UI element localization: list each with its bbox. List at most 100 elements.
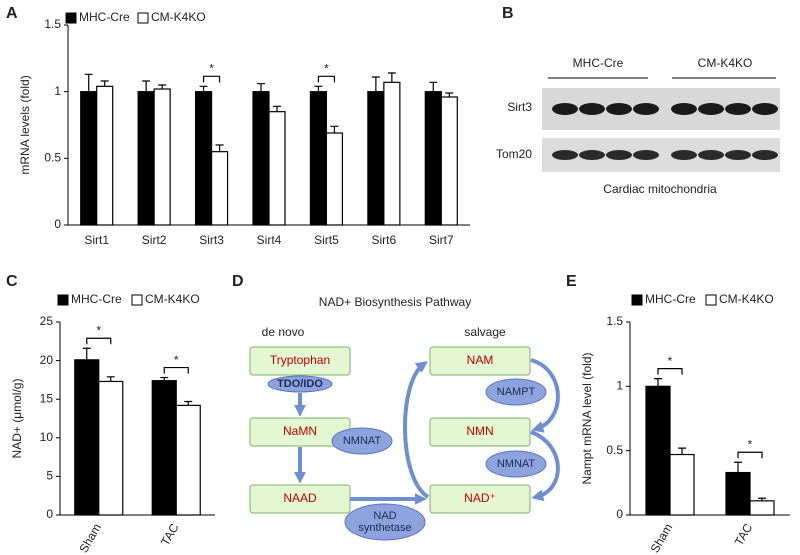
error-bar — [82, 347, 91, 360]
node-label: NMN — [466, 424, 493, 438]
bar — [309, 91, 328, 226]
bar — [424, 91, 442, 226]
enzyme — [344, 503, 426, 541]
band — [752, 150, 778, 160]
bar — [98, 380, 124, 516]
band — [752, 103, 778, 115]
error-bar — [100, 80, 109, 87]
bar — [645, 385, 671, 516]
bar — [175, 404, 201, 516]
panel-label: D — [232, 273, 244, 290]
legend-label: CM-K4KO — [719, 292, 774, 306]
legend-label: MHC-Cre — [79, 10, 130, 24]
band — [552, 103, 578, 115]
node-box — [249, 484, 351, 514]
band — [671, 150, 697, 160]
bar — [74, 359, 100, 516]
error-bar — [160, 376, 169, 381]
legend-label: MHC-Cre — [645, 292, 696, 306]
bar — [725, 471, 751, 516]
error-bar — [654, 378, 662, 387]
band — [579, 103, 605, 115]
x-tick-label: Sirt6 — [372, 233, 397, 247]
enzyme-label: TDO/IDO — [277, 378, 323, 390]
bar — [96, 85, 114, 226]
group-label: MHC-Cre — [573, 56, 624, 70]
blot-bands — [552, 103, 778, 160]
enzyme — [485, 378, 547, 406]
error-bar — [429, 81, 438, 92]
bar — [153, 88, 171, 226]
error-bar — [314, 85, 323, 92]
bar — [325, 132, 344, 226]
node-label: NAD⁺ — [464, 491, 496, 505]
significance-bracket — [163, 366, 189, 374]
legend-swatch — [137, 12, 149, 24]
node-box — [429, 484, 531, 514]
enzyme-label: NMNAT — [497, 458, 536, 470]
panel-label: B — [502, 5, 514, 22]
y-axis-label: mRNA levels (fold) — [18, 75, 32, 174]
column-label: de novo — [262, 325, 305, 339]
band — [552, 150, 578, 160]
significance-label: * — [174, 353, 179, 367]
significance-bracket — [657, 368, 683, 375]
bar — [669, 453, 695, 516]
x-tick-label: TAC — [732, 521, 756, 548]
pathway-diagram: D NAD+ Biosynthesis Pathway de novo salv… — [232, 273, 560, 541]
y-tick-label: 0.5 — [606, 443, 623, 457]
x-tick-label: Sirt2 — [142, 233, 167, 247]
node-label: Tryptophan — [270, 353, 330, 367]
y-axis-label: NAD+ (μmol/g) — [10, 379, 24, 459]
bar — [749, 500, 775, 516]
bar — [151, 380, 177, 516]
legend-label: MHC-Cre — [71, 292, 122, 306]
y-tick-label: 1.5 — [44, 17, 61, 31]
row-label: Tom20 — [496, 147, 532, 161]
legend-swatch — [131, 294, 143, 306]
band — [606, 103, 632, 115]
error-bar — [257, 83, 265, 92]
error-bar — [387, 72, 396, 83]
band — [633, 150, 659, 160]
enzyme-label: synthetase — [358, 522, 411, 534]
y-tick-label: 25 — [40, 314, 54, 328]
bar — [440, 96, 458, 226]
significance-bracket — [202, 75, 221, 83]
arrow — [530, 358, 560, 433]
bar — [194, 91, 213, 226]
significance-label: * — [209, 62, 214, 76]
x-tick-label: Sham — [648, 521, 676, 555]
significance-label: * — [748, 437, 753, 451]
panel-label: E — [566, 273, 577, 290]
node-box — [429, 346, 531, 376]
error-bar — [758, 497, 766, 501]
bar — [210, 151, 229, 226]
significance-bracket — [86, 337, 112, 345]
y-tick-label: 15 — [40, 391, 54, 405]
bar — [137, 91, 155, 226]
legend-swatch — [631, 294, 643, 306]
band — [725, 103, 751, 115]
error-bar — [445, 92, 454, 97]
error-bar — [734, 461, 742, 473]
significance-label: * — [324, 62, 329, 76]
error-bar — [273, 105, 281, 112]
band — [725, 150, 751, 160]
band — [633, 103, 659, 115]
enzyme — [485, 450, 547, 478]
arrow — [530, 430, 560, 502]
error-bar — [330, 125, 339, 133]
x-tick-label: Sirt1 — [84, 233, 109, 247]
error-bar — [678, 447, 686, 455]
band — [671, 103, 697, 115]
bar — [268, 111, 286, 226]
legend-swatch — [705, 294, 717, 306]
error-bar — [184, 400, 193, 406]
y-tick-label: 1 — [616, 379, 623, 393]
significance-label: * — [96, 323, 101, 337]
band — [606, 150, 632, 160]
enzyme — [331, 427, 393, 455]
x-tick-label: Sirt4 — [257, 233, 282, 247]
